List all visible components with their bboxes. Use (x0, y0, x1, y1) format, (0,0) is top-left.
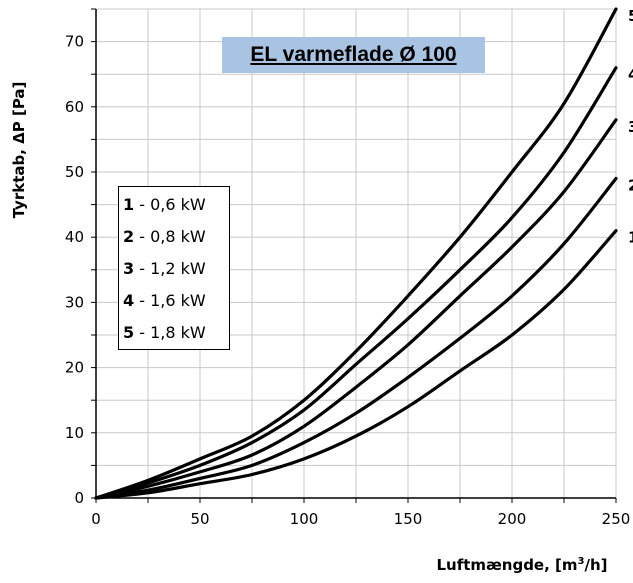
legend-text: - 1,2 kW (134, 259, 206, 278)
chart-title-box: EL varmeflade Ø 100 (222, 37, 485, 73)
series-line-2 (94, 176, 618, 500)
x-tick-label: 250 (602, 510, 631, 528)
legend-item: 2 - 0,8 kW (123, 227, 206, 249)
curve-label-1: 1 (628, 229, 633, 247)
legend-item: 4 - 1,6 kW (123, 291, 206, 313)
legend-number: 1 (123, 195, 135, 214)
y-tick-label: 20 (65, 359, 84, 377)
curve-label-4: 4 (628, 66, 633, 84)
y-tick-label: 60 (65, 98, 84, 116)
curve-labels: 1 2 3 4 5 (628, 7, 633, 247)
legend-number: 5 (123, 323, 135, 342)
y-tick-label: 40 (65, 228, 84, 246)
legend-text: - 1,6 kW (134, 291, 206, 310)
legend-item: 1 - 0,6 kW (123, 195, 206, 217)
series-line-4 (94, 66, 618, 500)
series-line-1 (94, 229, 618, 500)
legend-text: - 1,8 kW (134, 323, 206, 342)
legend-text: - 0,8 kW (134, 227, 206, 246)
legend-number: 2 (123, 227, 135, 246)
chart-title: EL varmeflade Ø 100 (250, 43, 457, 66)
legend-item: 3 - 1,2 kW (123, 259, 206, 281)
y-tick-label: 0 (74, 489, 84, 507)
x-tick-label: 200 (498, 510, 527, 528)
series-line-3 (94, 118, 618, 500)
y-tick-label: 30 (65, 293, 84, 311)
axes (91, 8, 617, 503)
series-lines (94, 7, 618, 500)
x-axis-title: Luftmængde, [m3/h] (437, 556, 608, 574)
x-tick-label: 150 (394, 510, 423, 528)
x-tick-label: 50 (190, 510, 209, 528)
x-tick-label: 100 (290, 510, 319, 528)
legend-item: 5 - 1,8 kW (123, 323, 206, 345)
curve-label-5: 5 (628, 7, 633, 25)
y-axis-title: Tyrktab, ΔP [Pa] (10, 82, 28, 219)
curve-label-2: 2 (628, 177, 633, 195)
curve-label-3: 3 (628, 118, 633, 136)
legend-number: 4 (123, 291, 135, 310)
y-tick-label: 70 (65, 33, 84, 51)
tick-labels: 0 10 20 30 40 50 60 70 0 50 100 150 200 250 (65, 33, 630, 528)
series-line-5 (94, 7, 618, 500)
legend: 1 - 0,6 kW 2 - 0,8 kW 3 - 1,2 kW 4 - 1,6… (118, 186, 230, 350)
legend-text: - 0,6 kW (134, 195, 206, 214)
y-tick-label: 50 (65, 163, 84, 181)
y-tick-label: 10 (65, 424, 84, 442)
legend-number: 3 (123, 259, 135, 278)
x-tick-label: 0 (91, 510, 101, 528)
